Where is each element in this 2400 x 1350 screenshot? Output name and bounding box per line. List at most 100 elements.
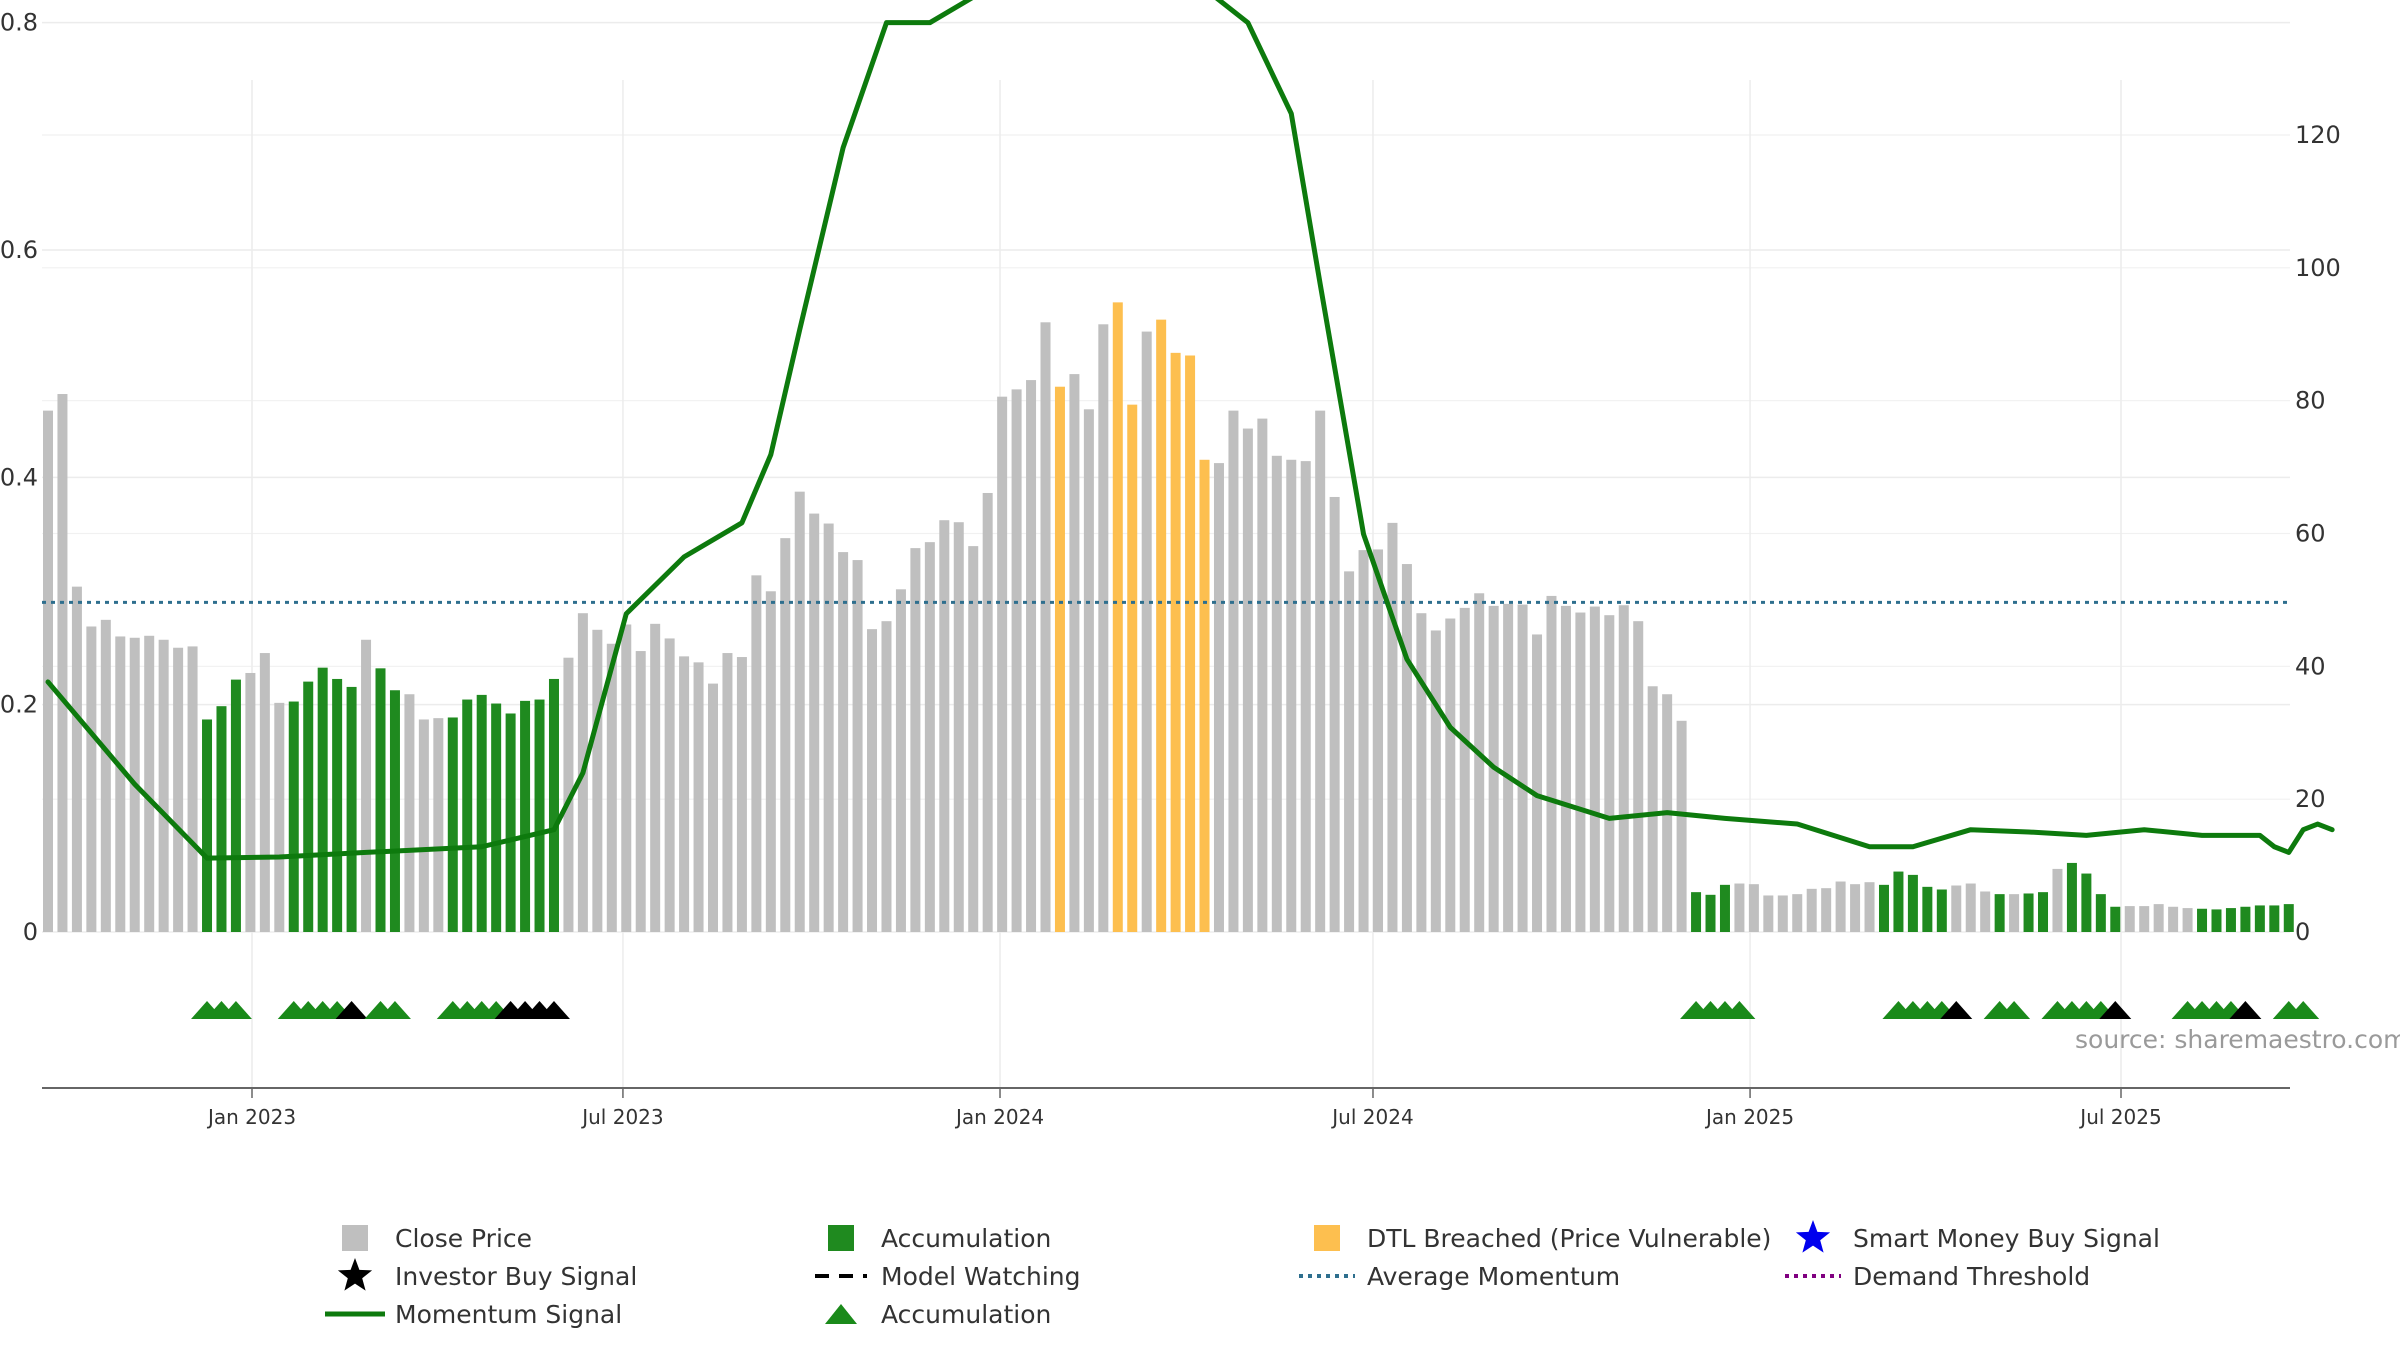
accumulation-bar — [2197, 908, 2208, 932]
close-price-bar — [852, 560, 863, 932]
close-price-bar — [1806, 888, 1817, 932]
close-price-bar — [606, 643, 617, 932]
legend-item: Demand Threshold — [1785, 1262, 2090, 1291]
close-price-bar — [144, 635, 155, 932]
close-price-bar — [1242, 428, 1253, 932]
right-tick-label: 120 — [2295, 121, 2341, 149]
close-price-bar — [1026, 380, 1037, 932]
close-price-bar — [1980, 891, 1991, 932]
close-price-bar — [57, 394, 68, 932]
accumulation-bar — [2095, 894, 2106, 932]
accumulation-bar — [2240, 906, 2251, 932]
close-price-bar — [1965, 883, 1976, 932]
close-price-bar — [1329, 496, 1340, 932]
close-price-bar — [1271, 455, 1282, 932]
close-price-bar — [1734, 883, 1745, 932]
investor-signal-triangle — [1940, 1001, 1973, 1019]
legend-label: Close Price — [395, 1224, 532, 1253]
close-price-bar — [404, 694, 415, 932]
reference-lines — [42, 600, 2290, 604]
close-price-bar — [1098, 324, 1109, 933]
legend-item: DTL Breached (Price Vulnerable) — [1314, 1224, 1771, 1253]
close-price-bar — [2124, 906, 2135, 932]
close-price-bar — [1618, 605, 1629, 932]
close-price-bar — [1676, 720, 1687, 932]
close-price-bar — [187, 646, 198, 932]
accumulation-triangle — [1998, 1001, 2031, 1019]
left-tick-label: 0.6 — [0, 236, 38, 264]
close-price-bar — [1560, 605, 1571, 932]
close-price-bar — [1083, 409, 1094, 932]
close-price-bar — [1589, 606, 1600, 932]
close-price-bar — [361, 639, 372, 932]
close-price-bar — [664, 638, 675, 932]
accumulation-bar — [462, 699, 473, 932]
dtl-breached-bar — [1156, 319, 1167, 933]
x-tick-label: Jan 2024 — [954, 1105, 1044, 1129]
accumulation-bar — [303, 681, 314, 932]
close-price-bar — [2153, 904, 2164, 932]
close-price-bar — [2168, 906, 2179, 932]
accumulation-triangle — [378, 1001, 411, 1019]
legend: Close Price Accumulation DTL Breached (Pri… — [325, 1220, 2160, 1329]
close-price-bar — [1517, 604, 1528, 932]
dtl-breached-bar — [1054, 386, 1065, 932]
close-price-bar — [1069, 374, 1080, 933]
close-price-bar — [765, 591, 776, 932]
close-price-bar — [650, 623, 661, 932]
close-price-bar — [1748, 884, 1759, 932]
close-price-bar — [1401, 564, 1412, 932]
close-price-bar — [1835, 881, 1846, 932]
close-price-bar — [1141, 331, 1152, 932]
accumulation-bar — [1893, 871, 1904, 932]
close-price-bar — [736, 657, 747, 932]
legend-square — [828, 1225, 854, 1251]
close-price-bar — [2139, 906, 2150, 932]
accumulation-bar — [332, 678, 343, 932]
accumulation-bar — [2081, 873, 2092, 932]
close-price-bar — [910, 548, 921, 932]
accumulation-bar — [491, 703, 502, 932]
accumulation-bar — [1936, 889, 1947, 932]
close-price-bar — [274, 702, 285, 932]
close-price-bar — [1011, 389, 1022, 932]
x-tick-label: Jan 2023 — [206, 1105, 296, 1129]
close-price-bar — [1358, 550, 1369, 932]
legend-item: Momentum Signal — [325, 1300, 622, 1329]
close-price-bar — [751, 575, 762, 932]
dtl-breached-bar — [1127, 404, 1138, 932]
accumulation-bar — [1691, 892, 1702, 932]
close-price-bar — [881, 621, 892, 932]
close-price-bar — [823, 523, 834, 932]
close-price-bar — [1387, 522, 1398, 932]
close-price-bar — [780, 538, 791, 932]
legend-label: Smart Money Buy Signal — [1853, 1224, 2160, 1253]
close-price-bar — [86, 626, 97, 932]
legend-label: Investor Buy Signal — [395, 1262, 637, 1291]
close-price-bar — [1864, 882, 1875, 932]
accumulation-bar — [346, 686, 357, 932]
close-price-bar — [693, 662, 704, 932]
accumulation-bar — [2038, 892, 2049, 932]
accumulation-bar — [548, 678, 559, 932]
right-tick-label: 80 — [2295, 387, 2326, 415]
close-price-bar — [2009, 894, 2020, 932]
close-price-bar — [895, 589, 906, 932]
close-price-bar — [563, 657, 574, 932]
accumulation-bar — [230, 679, 241, 932]
close-price-bar — [71, 586, 82, 932]
close-price-bar — [1228, 410, 1239, 933]
right-tick-label: 40 — [2295, 652, 2326, 680]
close-price-bar — [1315, 410, 1326, 933]
close-price-bar — [838, 552, 849, 932]
close-price-bar — [708, 683, 719, 932]
close-price-bar — [1951, 885, 1962, 932]
close-price-bar — [1373, 549, 1384, 932]
left-tick-label: 0 — [23, 918, 38, 946]
close-price-bar — [1257, 418, 1268, 933]
close-price-bar — [1503, 603, 1514, 932]
close-price-bar — [997, 396, 1008, 933]
legend-label: Demand Threshold — [1853, 1262, 2090, 1291]
legend-item: Accumulation — [828, 1224, 1051, 1253]
legend-star — [337, 1258, 373, 1291]
